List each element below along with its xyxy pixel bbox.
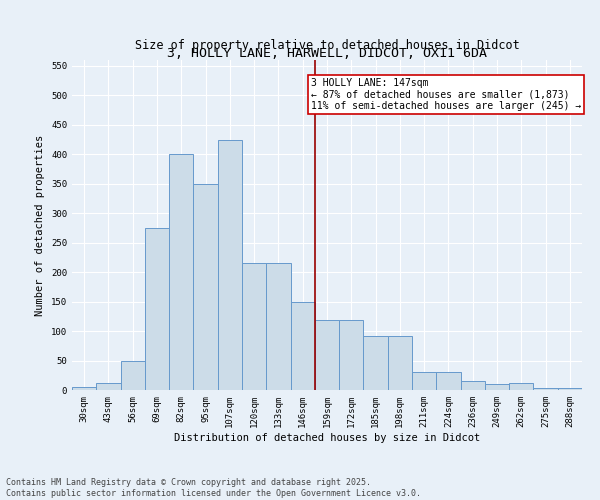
Bar <box>266 264 290 390</box>
Bar <box>388 336 412 390</box>
X-axis label: Distribution of detached houses by size in Didcot: Distribution of detached houses by size … <box>174 432 480 442</box>
Bar <box>412 372 436 390</box>
Title: 3, HOLLY LANE, HARWELL, DIDCOT, OX11 6DA: 3, HOLLY LANE, HARWELL, DIDCOT, OX11 6DA <box>167 47 487 60</box>
Bar <box>485 384 509 390</box>
Bar <box>72 387 96 390</box>
Text: 3 HOLLY LANE: 147sqm
← 87% of detached houses are smaller (1,873)
11% of semi-de: 3 HOLLY LANE: 147sqm ← 87% of detached h… <box>311 78 581 111</box>
Text: Size of property relative to detached houses in Didcot: Size of property relative to detached ho… <box>134 39 520 52</box>
Text: Contains HM Land Registry data © Crown copyright and database right 2025.
Contai: Contains HM Land Registry data © Crown c… <box>6 478 421 498</box>
Bar <box>242 264 266 390</box>
Bar <box>218 140 242 390</box>
Bar <box>436 372 461 390</box>
Bar <box>533 388 558 390</box>
Y-axis label: Number of detached properties: Number of detached properties <box>35 134 46 316</box>
Bar <box>461 381 485 390</box>
Bar <box>558 388 582 390</box>
Bar <box>339 320 364 390</box>
Bar <box>364 336 388 390</box>
Bar <box>509 383 533 390</box>
Bar <box>315 320 339 390</box>
Bar <box>145 228 169 390</box>
Bar <box>193 184 218 390</box>
Bar <box>121 360 145 390</box>
Bar <box>290 302 315 390</box>
Bar <box>169 154 193 390</box>
Bar <box>96 383 121 390</box>
